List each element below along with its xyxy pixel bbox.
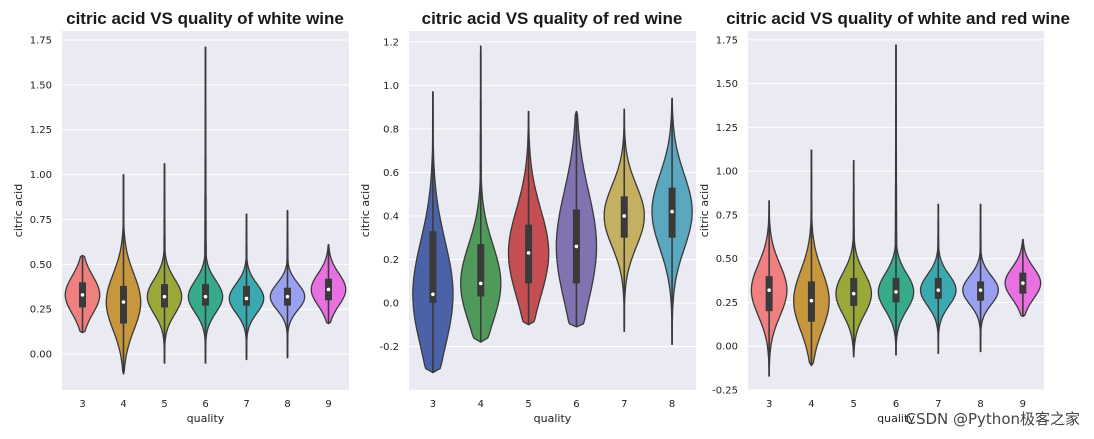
median-dot-9	[326, 287, 331, 292]
x-tick-label: 8	[977, 399, 983, 410]
chart-panel-2: -0.2 0.0 0.2 0.4 0.6 0.8 1.0 1.2 3 4 5 6 7 8 citric ac…	[359, 9, 696, 425]
x-tick-label: 3	[766, 399, 772, 410]
x-tick-label: 9	[1020, 399, 1026, 410]
iqr-box-4	[477, 244, 485, 297]
median-dot-7	[244, 296, 249, 301]
y-tick-label: 0.50	[716, 254, 738, 265]
median-dot-5	[162, 294, 167, 299]
y-axis-label: citric acid	[12, 184, 25, 237]
median-dot-5	[526, 251, 531, 255]
y-tick-label: 0.0	[383, 298, 399, 309]
y-tick-label: 0.4	[383, 211, 399, 222]
y-tick-label: -0.25	[712, 386, 738, 397]
median-dot-3	[431, 292, 435, 297]
y-tick-label: 0.25	[716, 298, 738, 309]
x-tick-label: 5	[525, 399, 531, 410]
y-tick-label: 1.25	[716, 123, 738, 134]
plot-area	[409, 31, 696, 390]
iqr-box-7	[243, 285, 250, 306]
median-dot-6	[574, 244, 579, 249]
median-dot-8	[285, 294, 290, 299]
median-dot-4	[809, 298, 814, 303]
x-tick-label: 6	[573, 399, 579, 410]
y-tick-label: 0.75	[716, 210, 738, 221]
y-tick-label: 0.00	[716, 342, 738, 353]
x-tick-label: 4	[120, 399, 126, 410]
x-tick-label: 8	[284, 399, 290, 410]
x-axis-label: quality	[187, 412, 225, 425]
chart-title: citric acid VS quality of red wine	[422, 9, 683, 28]
x-tick-label: 7	[621, 399, 627, 410]
x-tick-label: 5	[161, 399, 167, 410]
x-axis-label: quality	[877, 412, 915, 425]
y-tick-label: 1.50	[30, 80, 52, 91]
chart-panel-3: -0.25 0.00 0.25 0.50 0.75 1.00 1.25 1.50 1.75 3 4 5…	[698, 9, 1070, 425]
y-tick-label: 1.00	[716, 167, 738, 178]
y-tick-label: 0.2	[383, 255, 399, 266]
x-tick-label: 3	[430, 399, 436, 410]
x-tick-label: 3	[79, 399, 85, 410]
y-tick-label: 0.75	[30, 215, 52, 226]
watermark: CSDN @Python极客之家	[905, 410, 1080, 428]
x-tick-label: 4	[478, 399, 484, 410]
chart-title: citric acid VS quality of white wine	[66, 9, 344, 28]
iqr-box-3	[765, 276, 773, 312]
y-tick-label: 1.00	[30, 170, 52, 181]
median-dot-5	[851, 291, 856, 296]
x-axis-label: quality	[534, 412, 572, 425]
y-tick-label: 0.00	[30, 350, 52, 361]
y-tick-label: 0.25	[30, 305, 52, 316]
median-dot-3	[767, 288, 771, 292]
median-dot-8	[670, 209, 674, 214]
y-tick-label: 1.75	[716, 35, 738, 46]
iqr-box-3	[429, 231, 437, 303]
median-dot-4	[478, 281, 483, 286]
y-tick-label: 1.25	[30, 125, 52, 136]
chart-panel-1: 0.00 0.25 0.50 0.75 1.00 1.25 1.50 1.75 3 4 5 6 7 8 9 c…	[12, 9, 349, 425]
x-tick-label: 7	[243, 399, 249, 410]
x-tick-label: 9	[325, 399, 331, 410]
median-dot-7	[936, 288, 941, 292]
median-dot-6	[203, 294, 208, 299]
iqr-box-4	[120, 285, 127, 324]
median-dot-7	[622, 214, 627, 218]
y-tick-label: 1.2	[383, 37, 399, 48]
y-tick-label: 0.6	[383, 168, 399, 179]
x-tick-label: 8	[669, 399, 675, 410]
y-tick-label: 1.75	[30, 35, 52, 46]
y-tick-label: 1.0	[383, 81, 399, 92]
y-tick-label: -0.2	[379, 342, 399, 353]
x-tick-label: 6	[202, 399, 208, 410]
median-dot-3	[80, 293, 85, 297]
y-tick-label: 1.50	[716, 79, 738, 90]
x-tick-label: 6	[893, 399, 899, 410]
y-tick-label: 0.8	[383, 124, 399, 135]
median-dot-4	[121, 300, 126, 304]
y-tick-label: 0.50	[30, 260, 52, 271]
median-dot-8	[978, 288, 983, 292]
median-dot-6	[894, 290, 898, 294]
chart-title: citric acid VS quality of white and red …	[726, 9, 1070, 28]
median-dot-9	[1021, 281, 1025, 285]
x-tick-label: 7	[935, 399, 941, 410]
y-axis-label: citric acid	[359, 184, 372, 237]
x-tick-label: 4	[808, 399, 814, 410]
y-axis-label: citric acid	[698, 184, 711, 237]
x-tick-label: 5	[851, 399, 857, 410]
